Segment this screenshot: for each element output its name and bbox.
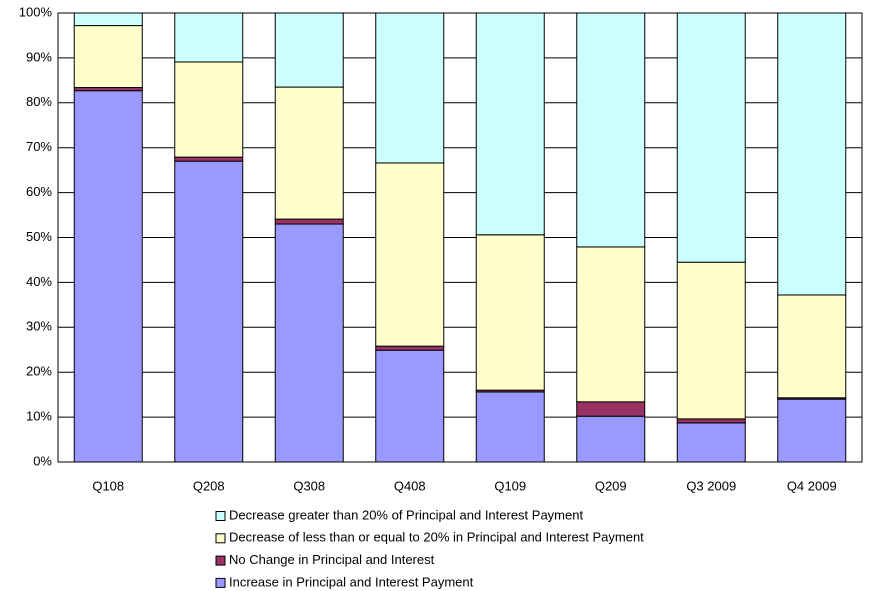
y-tick-label: 70% <box>26 139 52 154</box>
x-tick-label: Q108 <box>92 478 124 493</box>
bar-segment <box>475 391 545 463</box>
bar-segment <box>676 418 746 424</box>
bar-segment <box>777 398 847 463</box>
bar-segment <box>375 162 445 347</box>
legend-label: Decrease of less than or equal to 20% in… <box>229 530 644 545</box>
bar-segment <box>375 349 445 463</box>
bar-segment <box>676 261 746 420</box>
bar-segment <box>174 156 244 162</box>
plot-border <box>57 12 863 463</box>
y-tick-label: 60% <box>26 184 52 199</box>
bar-segment <box>475 234 545 391</box>
legend-swatch <box>215 555 226 566</box>
bar-segment <box>174 12 244 63</box>
bar-segment <box>475 12 545 236</box>
y-tick-label: 100% <box>19 4 53 19</box>
y-tick-label: 0% <box>33 453 52 468</box>
x-tick-label: Q4 2009 <box>787 478 837 493</box>
legend-swatch <box>215 533 226 544</box>
x-tick-label: Q209 <box>595 478 627 493</box>
legend-label: No Change in Principal and Interest <box>229 552 435 567</box>
bar-segment <box>375 12 445 164</box>
bar-segment <box>375 345 445 351</box>
x-tick-label: Q408 <box>394 478 426 493</box>
x-tick-label: Q109 <box>494 478 526 493</box>
bar-segment <box>576 246 646 403</box>
y-tick-label: 10% <box>26 409 52 424</box>
bar-segment <box>576 401 646 417</box>
y-tick-label: 40% <box>26 274 52 289</box>
bar-segment <box>676 422 746 463</box>
bar-segment <box>777 12 847 296</box>
x-tick-label: Q3 2009 <box>686 478 736 493</box>
bar-segment <box>274 86 344 220</box>
bar-segment <box>73 12 143 27</box>
y-tick-label: 90% <box>26 49 52 64</box>
bar-segment <box>576 12 646 248</box>
x-tick-label: Q208 <box>193 478 225 493</box>
legend-label: Increase in Principal and Interest Payme… <box>229 574 474 589</box>
bar-segment <box>174 160 244 463</box>
bar-segment <box>73 25 143 89</box>
bar-segment <box>274 12 344 88</box>
bar-segment <box>174 61 244 158</box>
legend-swatch <box>215 511 226 521</box>
legend-swatch <box>215 577 226 588</box>
legend-label: Decrease greater than 20% of Principal a… <box>229 507 583 522</box>
y-tick-label: 30% <box>26 319 52 334</box>
y-tick-label: 50% <box>26 229 52 244</box>
bar-segment <box>576 415 646 463</box>
y-tick-label: 20% <box>26 364 52 379</box>
bar-segment <box>274 218 344 225</box>
bar-segment <box>274 223 344 463</box>
bar-segment <box>73 90 143 463</box>
x-tick-label: Q308 <box>293 478 325 493</box>
bar-segment <box>676 12 746 263</box>
y-tick-label: 80% <box>26 94 52 109</box>
bar-segment <box>777 294 847 399</box>
